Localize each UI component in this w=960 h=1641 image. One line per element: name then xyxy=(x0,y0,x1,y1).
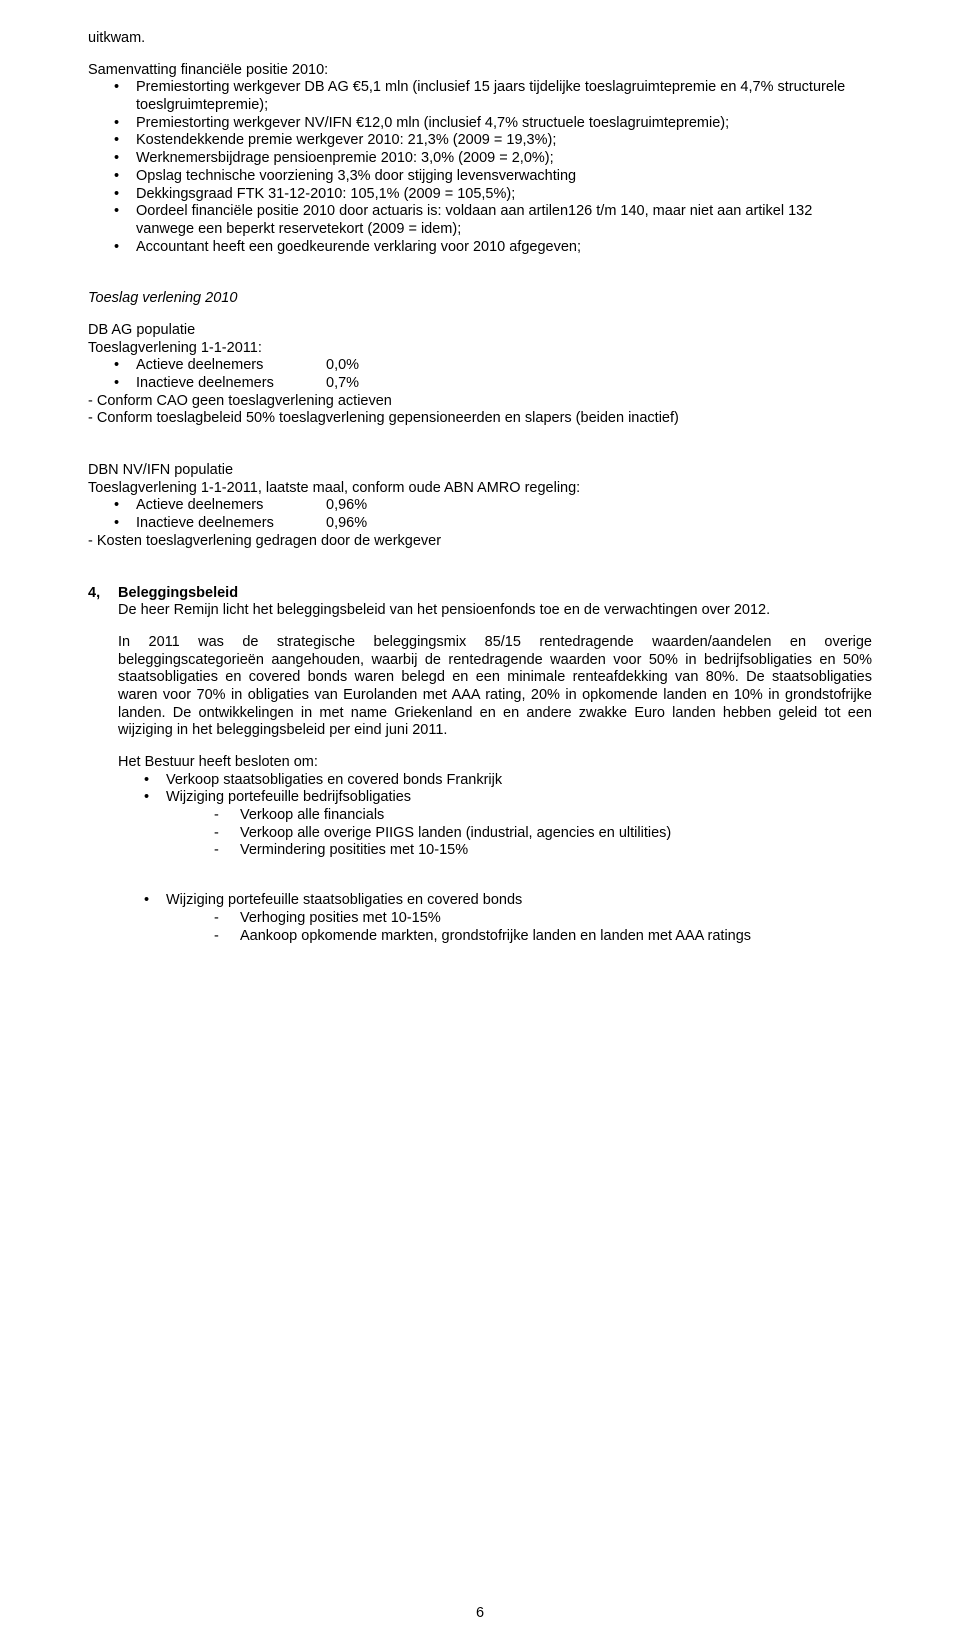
section-4: 4, Beleggingsbeleid De heer Remijn licht… xyxy=(88,585,872,946)
dbag-note: - Conform toeslagbeleid 50% toeslagverle… xyxy=(88,410,872,428)
section-p1: De heer Remijn licht het beleggingsbelei… xyxy=(118,602,872,620)
row-value: 0,7% xyxy=(326,375,359,393)
sub-list: Verkoop alle financials Verkoop alle ove… xyxy=(166,807,872,860)
list-item: Wijziging portefeuille bedrijfsobligatie… xyxy=(144,789,872,860)
wijziging-list: Wijziging portefeuille staatsobligaties … xyxy=(118,892,872,945)
list-item: Werknemersbijdrage pensioenpremie 2010: … xyxy=(114,150,872,168)
list-item-text: Wijziging portefeuille bedrijfsobligatie… xyxy=(166,789,411,805)
besluit-heading: Het Bestuur heeft besloten om: xyxy=(118,754,872,772)
samenvatting-block: Samenvatting financiële positie 2010: Pr… xyxy=(88,62,872,257)
list-item: Actieve deelnemers 0,96% xyxy=(114,497,872,515)
list-item: Wijziging portefeuille staatsobligaties … xyxy=(144,892,872,945)
list-item-text: Dekkingsgraad FTK 31-12-2010: 105,1% (20… xyxy=(136,186,515,202)
row-value: 0,0% xyxy=(326,357,359,375)
dbag-note: - Conform CAO geen toeslagverlening acti… xyxy=(88,393,872,411)
besluit-list: Verkoop staatsobligaties en covered bond… xyxy=(118,772,872,860)
list-item-text: Verkoop alle overige PIIGS landen (indus… xyxy=(240,825,671,841)
list-item: Inactieve deelnemers 0,96% xyxy=(114,515,872,533)
row-label: Inactieve deelnemers xyxy=(136,515,326,533)
list-item: Verkoop staatsobligaties en covered bond… xyxy=(144,772,872,790)
page-number: 6 xyxy=(0,1605,960,1623)
list-item-text: Werknemersbijdrage pensioenpremie 2010: … xyxy=(136,150,554,166)
list-item: Opslag technische voorziening 3,3% door … xyxy=(114,168,872,186)
list-item-text: Kostendekkende premie werkgever 2010: 21… xyxy=(136,132,556,148)
list-item: Verhoging posities met 10-15% xyxy=(214,910,872,928)
samenvatting-list: Premiestorting werkgever DB AG €5,1 mln … xyxy=(88,79,872,256)
dbn-note: - Kosten toeslagverlening gedragen door … xyxy=(88,533,872,551)
leading-word: uitkwam. xyxy=(88,30,872,48)
dbag-line: Toeslagverlening 1-1-2011: xyxy=(88,340,872,358)
list-item-text: Verkoop staatsobligaties en covered bond… xyxy=(166,772,502,788)
sub-list: Verhoging posities met 10-15% Aankoop op… xyxy=(166,910,872,945)
samenvatting-heading: Samenvatting financiële positie 2010: xyxy=(88,62,872,80)
list-item-text: Premiestorting werkgever DB AG €5,1 mln … xyxy=(136,79,845,113)
section-number: 4, xyxy=(88,585,118,946)
section-p2: In 2011 was de strategische beleggingsmi… xyxy=(118,634,872,740)
list-item-text: Verhoging posities met 10-15% xyxy=(240,910,441,926)
list-item: Accountant heeft een goedkeurende verkla… xyxy=(114,239,872,257)
dbag-block: DB AG populatie Toeslagverlening 1-1-201… xyxy=(88,322,872,428)
list-item-text: Verkoop alle financials xyxy=(240,807,384,823)
list-item-text: Oordeel financiële positie 2010 door act… xyxy=(136,203,812,237)
list-item: Dekkingsgraad FTK 31-12-2010: 105,1% (20… xyxy=(114,186,872,204)
list-item-text: Opslag technische voorziening 3,3% door … xyxy=(136,168,576,184)
dbn-title: DBN NV/IFN populatie xyxy=(88,462,872,480)
section-title: Beleggingsbeleid xyxy=(118,585,872,603)
list-item-text: Vermindering positities met 10-15% xyxy=(240,842,468,858)
list-item: Aankoop opkomende markten, grondstofrijk… xyxy=(214,928,872,946)
list-item: Kostendekkende premie werkgever 2010: 21… xyxy=(114,132,872,150)
row-value: 0,96% xyxy=(326,515,367,533)
list-item-text: Accountant heeft een goedkeurende verkla… xyxy=(136,239,581,255)
row-label: Actieve deelnemers xyxy=(136,497,326,515)
dbn-line: Toeslagverlening 1-1-2011, laatste maal,… xyxy=(88,480,872,498)
row-label: Inactieve deelnemers xyxy=(136,375,326,393)
list-item-text: Aankoop opkomende markten, grondstofrijk… xyxy=(240,928,751,944)
dbag-rows: Actieve deelnemers 0,0% Inactieve deelne… xyxy=(88,357,872,392)
list-item: Actieve deelnemers 0,0% xyxy=(114,357,872,375)
list-item: Verkoop alle overige PIIGS landen (indus… xyxy=(214,825,872,843)
list-item: Premiestorting werkgever DB AG €5,1 mln … xyxy=(114,79,872,114)
list-item: Verkoop alle financials xyxy=(214,807,872,825)
dbn-rows: Actieve deelnemers 0,96% Inactieve deeln… xyxy=(88,497,872,532)
row-label: Actieve deelnemers xyxy=(136,357,326,375)
list-item-text: Premiestorting werkgever NV/IFN €12,0 ml… xyxy=(136,115,729,131)
dbn-block: DBN NV/IFN populatie Toeslagverlening 1-… xyxy=(88,462,872,550)
toeslag-heading: Toeslag verlening 2010 xyxy=(88,290,872,308)
row-value: 0,96% xyxy=(326,497,367,515)
list-item: Vermindering positities met 10-15% xyxy=(214,842,872,860)
document-page: uitkwam. Samenvatting financiële positie… xyxy=(0,0,960,1641)
list-item: Inactieve deelnemers 0,7% xyxy=(114,375,872,393)
list-item-text: Wijziging portefeuille staatsobligaties … xyxy=(166,892,522,908)
dbag-title: DB AG populatie xyxy=(88,322,872,340)
list-item: Premiestorting werkgever NV/IFN €12,0 ml… xyxy=(114,115,872,133)
list-item: Oordeel financiële positie 2010 door act… xyxy=(114,203,872,238)
